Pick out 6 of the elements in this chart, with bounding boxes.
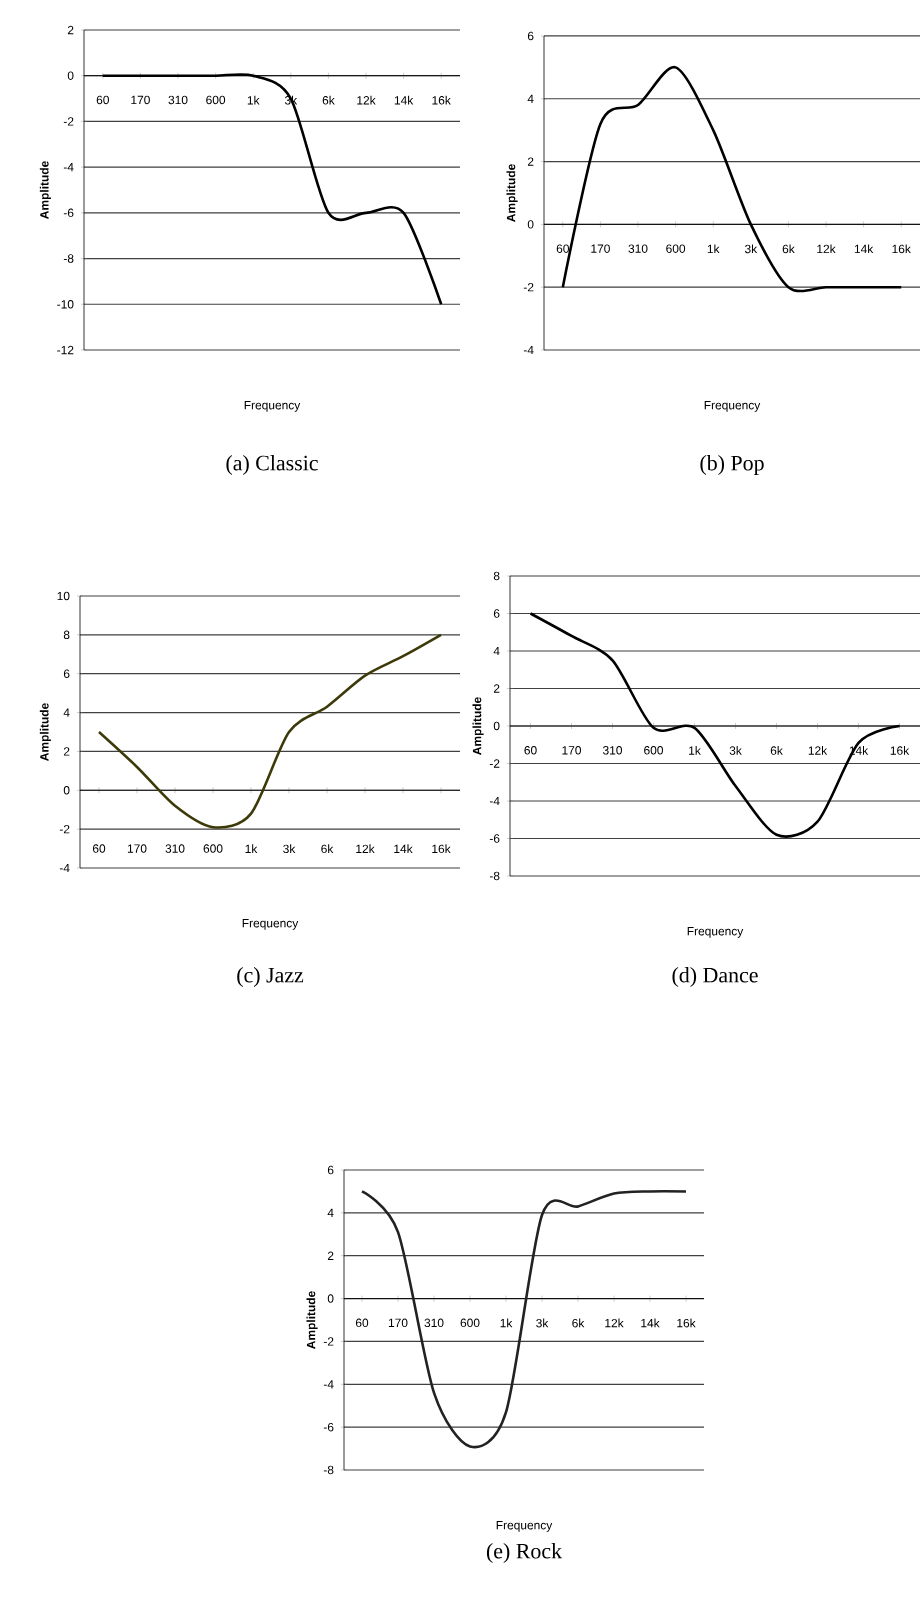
text: (d) Dance — [672, 967, 758, 987]
text: (c) Jazz — [237, 967, 304, 987]
text: (e) Rock — [486, 1543, 563, 1563]
line-series — [97, 633, 443, 829]
text: (a) Classic — [226, 455, 318, 475]
text: (b) Pop — [700, 455, 764, 475]
